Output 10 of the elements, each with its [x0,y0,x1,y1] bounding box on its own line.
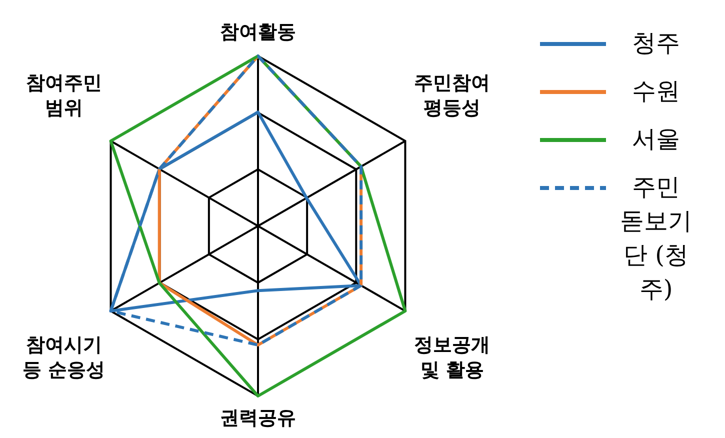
spoke-label: 정보공개 및 활용 [414,334,490,381]
legend-label: 청주 [631,28,681,59]
spoke-label: 주민참여 평등성 [414,72,490,119]
legend-label: 주민 돋보기단 (청주) [619,172,693,305]
spoke-label: 참여활동 [220,21,296,43]
spoke-label: 참여주민 범위 [26,72,102,119]
legend-label: 수원 [631,76,681,107]
spoke-label: 참여시기 등 순응성 [22,334,106,381]
spoke-label: 권력공유 [220,407,296,429]
legend-label: 서울 [631,124,681,155]
